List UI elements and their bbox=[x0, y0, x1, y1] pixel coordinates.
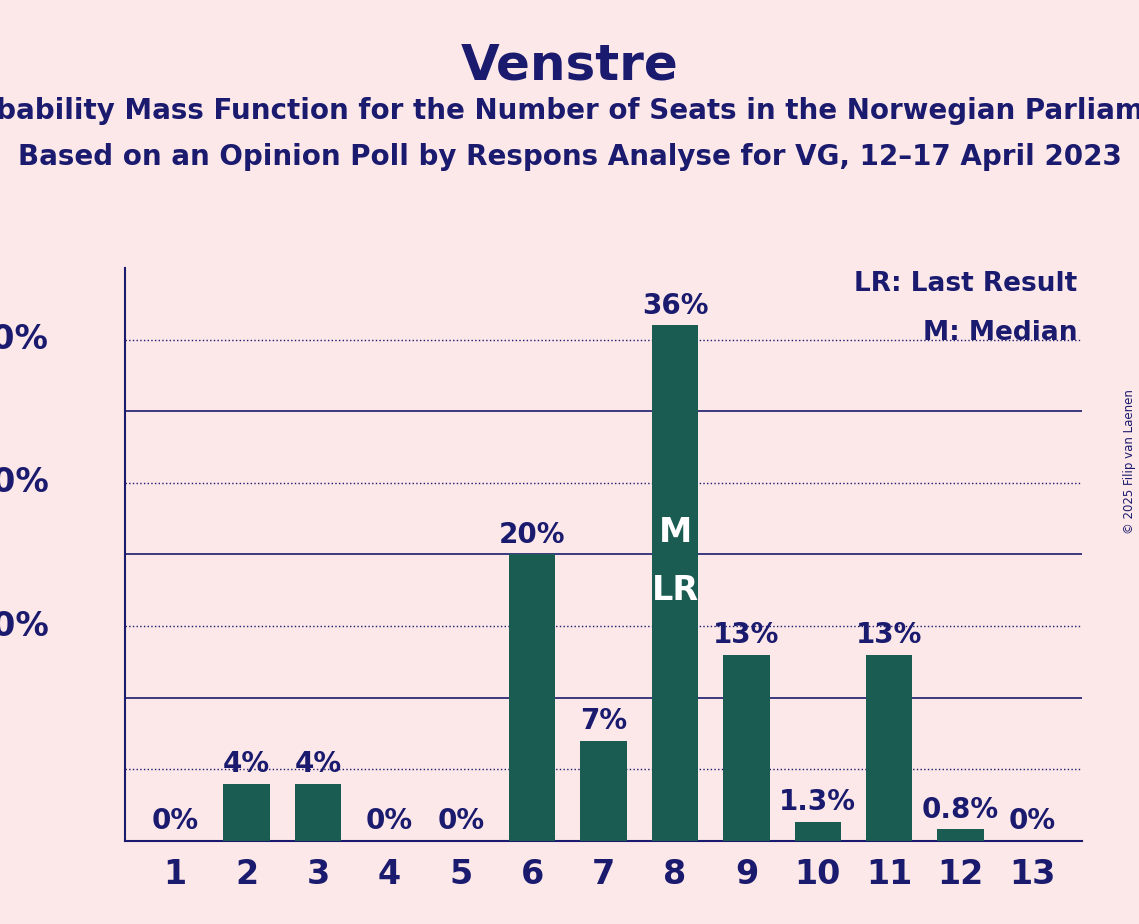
Text: Venstre: Venstre bbox=[460, 42, 679, 90]
Text: 0%: 0% bbox=[366, 807, 413, 835]
Text: 0%: 0% bbox=[1008, 807, 1056, 835]
Bar bbox=[295, 784, 342, 841]
Text: 20%: 20% bbox=[0, 467, 49, 499]
Text: 0%: 0% bbox=[437, 807, 484, 835]
Text: 36%: 36% bbox=[641, 291, 708, 320]
Text: 4%: 4% bbox=[223, 749, 270, 778]
Text: 10%: 10% bbox=[0, 610, 49, 642]
Text: LR: LR bbox=[652, 574, 698, 607]
Bar bbox=[866, 654, 912, 841]
Bar bbox=[723, 654, 770, 841]
Text: 4%: 4% bbox=[295, 749, 342, 778]
Bar bbox=[937, 830, 984, 841]
Text: 30%: 30% bbox=[0, 323, 49, 356]
Text: 20%: 20% bbox=[499, 520, 566, 549]
Text: M: Median: M: Median bbox=[923, 320, 1077, 346]
Bar bbox=[509, 554, 556, 841]
Text: 0%: 0% bbox=[151, 807, 199, 835]
Text: Based on an Opinion Poll by Respons Analyse for VG, 12–17 April 2023: Based on an Opinion Poll by Respons Anal… bbox=[17, 143, 1122, 171]
Text: Probability Mass Function for the Number of Seats in the Norwegian Parliament: Probability Mass Function for the Number… bbox=[0, 97, 1139, 125]
Bar bbox=[795, 822, 841, 841]
Text: 13%: 13% bbox=[857, 621, 923, 649]
Bar bbox=[223, 784, 270, 841]
Text: M: M bbox=[658, 517, 691, 550]
Text: 7%: 7% bbox=[580, 707, 628, 735]
Bar bbox=[581, 741, 626, 841]
Text: 0.8%: 0.8% bbox=[923, 796, 999, 823]
Text: 1.3%: 1.3% bbox=[779, 788, 857, 817]
Text: 13%: 13% bbox=[713, 621, 780, 649]
Text: © 2025 Filip van Laenen: © 2025 Filip van Laenen bbox=[1123, 390, 1137, 534]
Bar bbox=[652, 325, 698, 841]
Text: LR: Last Result: LR: Last Result bbox=[854, 271, 1077, 297]
